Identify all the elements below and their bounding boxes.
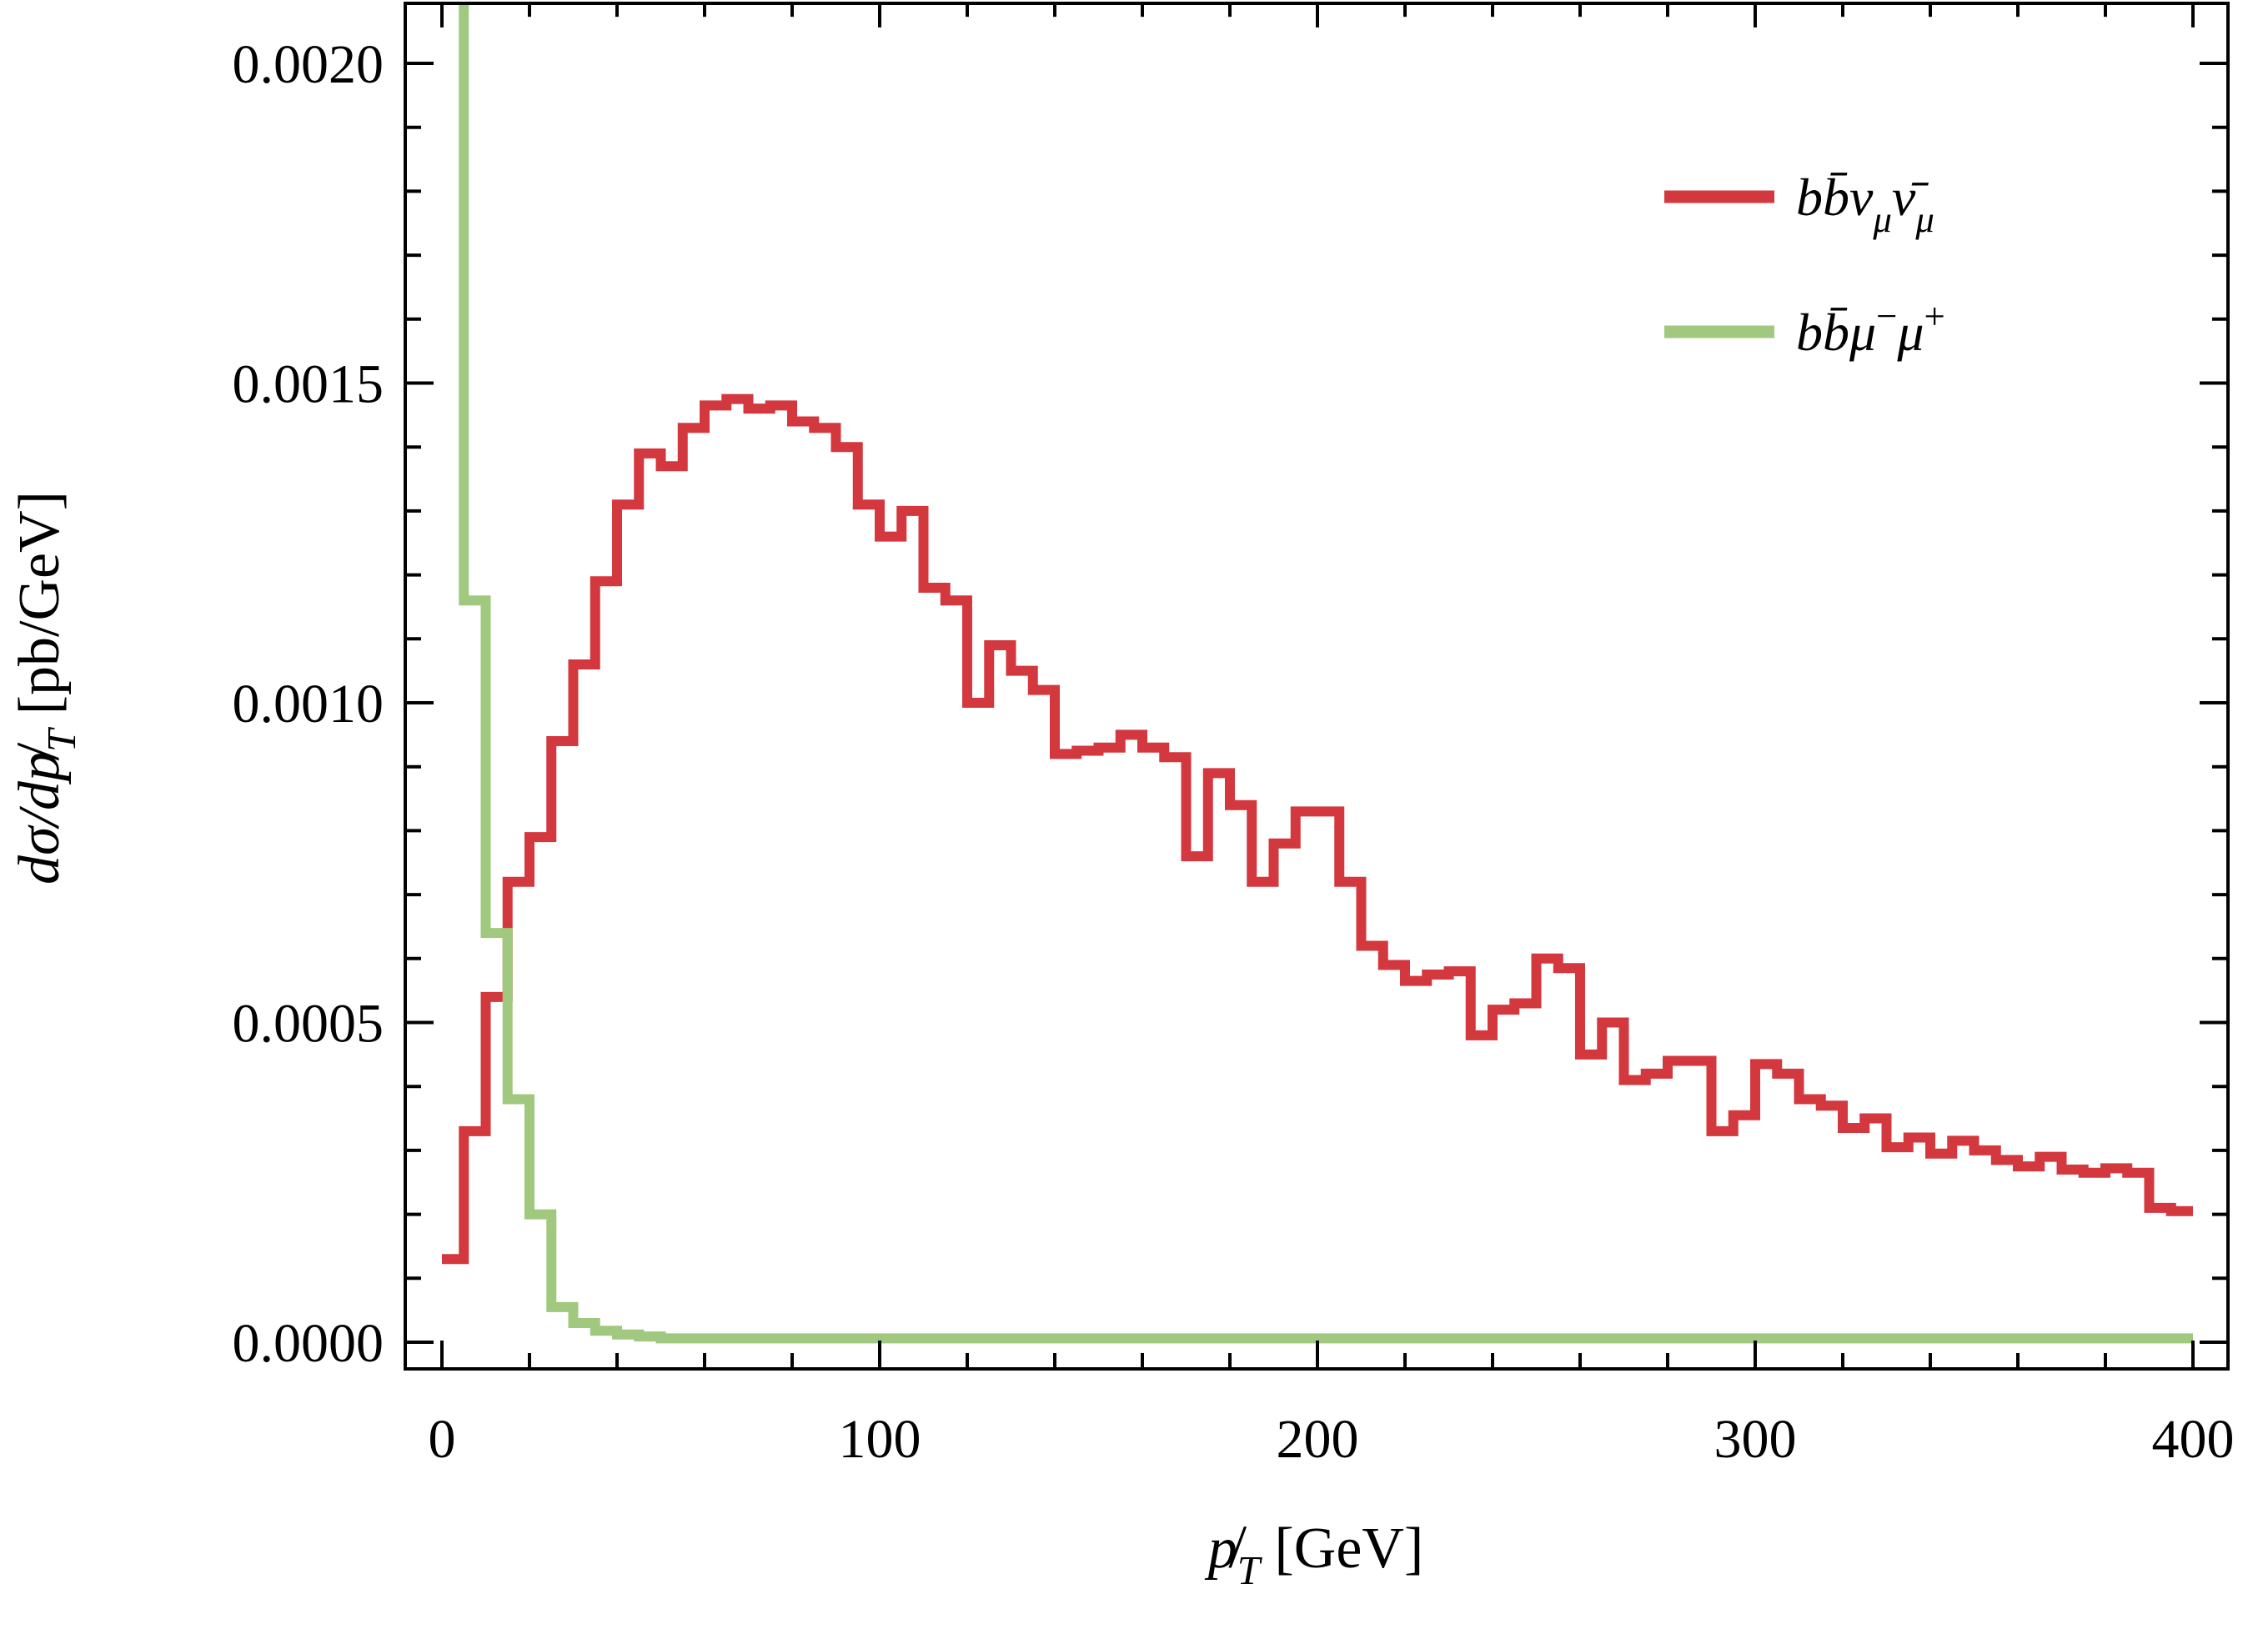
legend-label-bb-numu-numubar: bb̄νμν̄μ — [1796, 168, 1934, 240]
legend-label-bb-mu-minus-mu-plus: bb̄μ−μ+ — [1796, 295, 1945, 362]
x-tick-label: 200 — [1277, 1409, 1359, 1470]
y-tick-label: 0.0020 — [233, 34, 384, 95]
x-tick-label: 100 — [839, 1409, 921, 1470]
y-axis-label: dσ/dp̸T [pb/GeV] — [8, 491, 84, 885]
x-axis-label: p̸T [GeV] — [1204, 1516, 1424, 1593]
x-tick-label: 400 — [2152, 1409, 2235, 1470]
series-curve-bb-numu-numubar — [442, 393, 2193, 1265]
x-tick-label: 0 — [429, 1409, 456, 1470]
y-tick-label: 0.0000 — [233, 1313, 384, 1374]
y-tick-label: 0.0015 — [233, 354, 384, 415]
y-tick-label: 0.0010 — [233, 674, 384, 734]
x-tick-label: 300 — [1714, 1409, 1797, 1470]
y-tick-label: 0.0005 — [233, 994, 384, 1055]
series-curve-bb-mu-minus-mu-plus — [459, 3, 2193, 1344]
